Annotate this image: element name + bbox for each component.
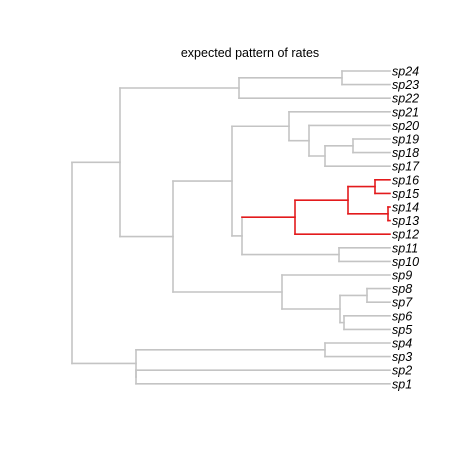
tip-label: sp12 <box>392 228 419 242</box>
tip-label: sp2 <box>392 364 412 378</box>
tip-labels: sp24sp23sp22sp21sp20sp19sp18sp17sp16sp15… <box>392 65 420 392</box>
tip-label: sp22 <box>392 92 419 106</box>
tip-label: sp1 <box>392 377 412 391</box>
tip-label: sp17 <box>392 160 420 174</box>
tip-label: sp14 <box>392 201 419 215</box>
tip-label: sp15 <box>392 187 419 201</box>
tip-label: sp21 <box>392 105 419 119</box>
tree-branches <box>71 70 391 385</box>
tip-label: sp24 <box>392 65 419 79</box>
tip-label: sp7 <box>392 296 413 310</box>
tip-label: sp9 <box>392 269 412 283</box>
tip-label: sp10 <box>392 255 419 269</box>
tip-label: sp13 <box>392 214 419 228</box>
tip-label: sp18 <box>392 146 419 160</box>
figure-title: expected pattern of rates <box>181 46 319 60</box>
tip-label: sp23 <box>392 78 419 92</box>
tip-label: sp11 <box>392 241 418 255</box>
tip-label: sp16 <box>392 173 419 187</box>
tip-label: sp8 <box>392 282 412 296</box>
tip-label: sp6 <box>392 309 412 323</box>
tip-label: sp4 <box>392 337 412 351</box>
tip-label: sp20 <box>392 119 419 133</box>
tip-label: sp3 <box>392 350 412 364</box>
tip-label: sp5 <box>392 323 412 337</box>
tip-label: sp19 <box>392 133 419 147</box>
